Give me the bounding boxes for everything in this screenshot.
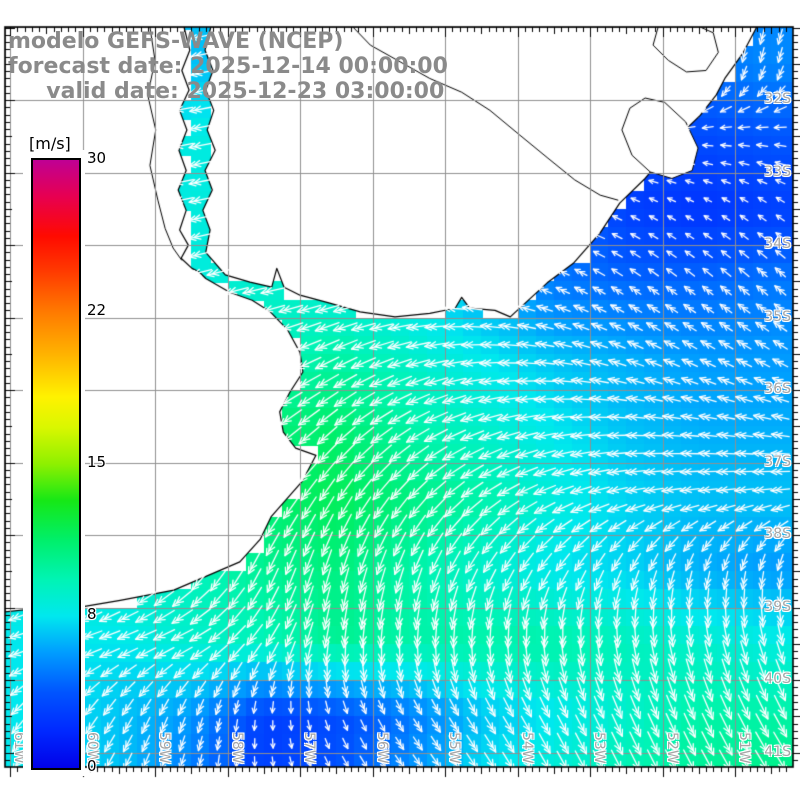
colorbar-gradient [31,158,81,770]
colorbar-tick-label: 30 [87,149,107,167]
lon-label: 52W [663,732,680,764]
lat-label: 32S [764,91,791,108]
lon-label: 53W [591,732,607,764]
lon-label: 59W [156,732,172,764]
colorbar-tick-label: 8 [87,605,97,623]
lon-label: 54W [518,732,535,764]
lat-label: 34S [764,236,791,253]
lat-label: 40S [764,671,791,688]
lon-label: 56W [373,732,390,764]
lon-label: 51W [736,732,752,764]
lat-label: 35S [764,308,791,325]
colorbar-tick-label: 22 [87,301,107,319]
lat-label: 37S [764,453,791,470]
lat-label: 38S [764,526,791,543]
colorbar-tick-label: 0 [87,757,97,775]
lat-label: 41S [764,743,791,760]
lat-label: 39S [764,598,791,615]
colorbar-tick-label: 15 [87,453,107,471]
lon-label: 57W [301,732,317,764]
colorbar-unit-label: [m/s] [29,134,71,153]
lon-label: 58W [228,732,245,764]
lat-label: 36S [764,381,791,398]
lat-label: 33S [764,163,791,180]
lon-label: 55W [446,732,462,764]
